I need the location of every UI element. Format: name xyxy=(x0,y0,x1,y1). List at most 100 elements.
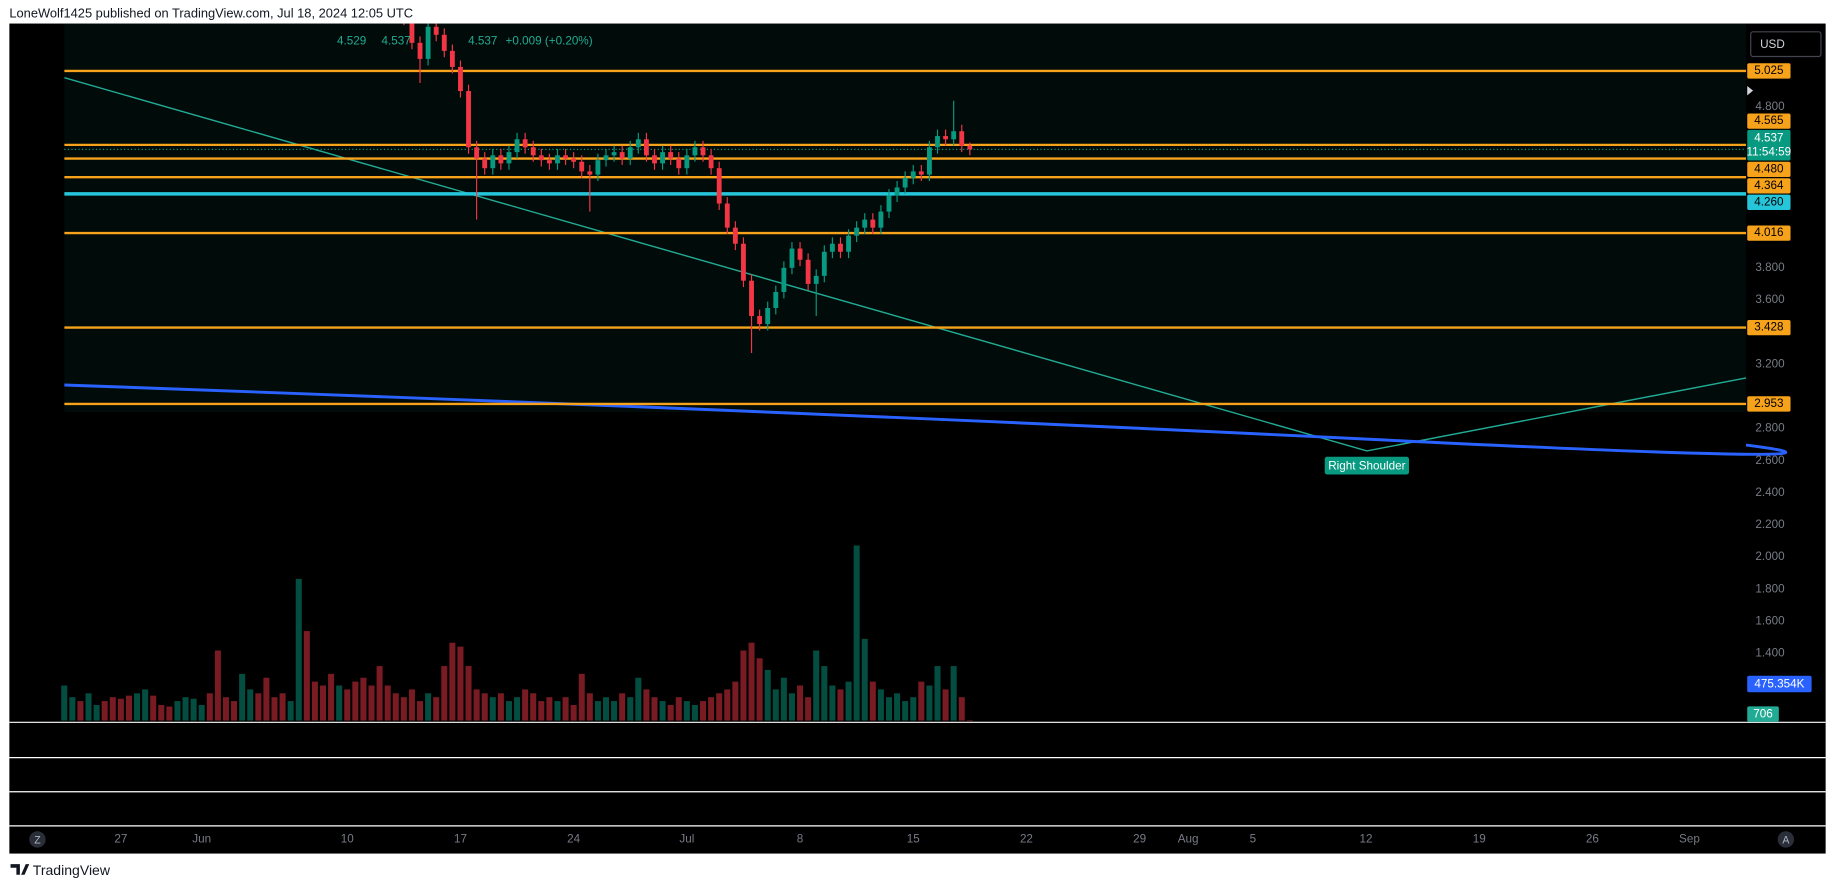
volume-bar xyxy=(182,697,189,721)
candle-body xyxy=(611,152,617,156)
volume-bar xyxy=(764,669,771,721)
volume-bar xyxy=(206,693,213,721)
volume-bar xyxy=(222,697,229,721)
candle-body xyxy=(417,42,423,59)
candle-body xyxy=(716,168,722,204)
price-tag xyxy=(1747,225,1791,241)
candle-body xyxy=(385,0,390,3)
candle-body xyxy=(773,291,779,309)
volume-bar xyxy=(497,693,504,721)
candle-body xyxy=(765,308,771,325)
volume-bar xyxy=(457,646,464,721)
volume-bar xyxy=(166,706,173,721)
candle-body xyxy=(813,275,819,284)
candle-body xyxy=(724,203,730,228)
volume-bar xyxy=(287,701,294,721)
volume-bar xyxy=(408,689,415,721)
candle-body xyxy=(732,227,738,244)
moving-average xyxy=(64,383,1788,456)
legend-change: +0.009 (+0.20%) xyxy=(506,34,593,47)
volume-bar xyxy=(586,693,593,721)
legend-value: 4.537 xyxy=(468,34,497,47)
y-tick-label: 2.200 xyxy=(1755,518,1785,531)
zoom-button[interactable] xyxy=(29,831,46,848)
candle-body xyxy=(870,219,876,228)
y-tick-label: 3.800 xyxy=(1755,261,1785,274)
volume-bar xyxy=(950,666,957,721)
candle-body xyxy=(862,219,868,228)
currency[interactable]: USD xyxy=(1760,38,1785,51)
candle-body xyxy=(514,139,520,153)
price-tag-label: 4.537 xyxy=(1754,131,1783,144)
volume-bar xyxy=(594,701,601,721)
x-tick-label: 12 xyxy=(1360,833,1373,846)
price-tag-label: 5.025 xyxy=(1754,64,1784,77)
candle-body xyxy=(757,316,763,325)
price-tag-label: 4.364 xyxy=(1754,179,1784,192)
y-tick-label: 1.400 xyxy=(1755,647,1785,660)
volume-bar xyxy=(449,642,456,721)
price-tag-label: 2.953 xyxy=(1754,397,1783,410)
candle-body xyxy=(838,243,843,252)
y-tick-label: 1.600 xyxy=(1755,614,1785,627)
volume-bar xyxy=(174,701,181,721)
candle-body xyxy=(854,227,860,236)
candle-body xyxy=(700,147,706,156)
y-tick-label: 4.800 xyxy=(1755,100,1785,113)
volume-bar xyxy=(303,631,310,721)
volume-bar xyxy=(473,689,480,721)
annotation: Right Shoulder xyxy=(1328,459,1405,472)
y-tick-label: 3.200 xyxy=(1755,357,1785,370)
candle-body xyxy=(466,91,471,148)
candle-body xyxy=(829,243,835,252)
price-tag xyxy=(1747,113,1791,129)
candle-body xyxy=(619,152,625,159)
volume-bar xyxy=(837,689,844,721)
volume-bar xyxy=(231,701,238,721)
scroll-arrow[interactable] xyxy=(1747,85,1754,96)
candle-body xyxy=(530,147,536,156)
volume-bar xyxy=(918,681,925,721)
volume-bar xyxy=(772,689,779,721)
candle-body xyxy=(522,139,528,148)
volume-bar xyxy=(239,673,246,721)
x-tick-label: Jul xyxy=(679,833,694,846)
volume-bar xyxy=(869,681,876,721)
volume-bar xyxy=(611,701,618,721)
price-tag-label: 4.565 xyxy=(1754,114,1784,127)
candles xyxy=(385,0,973,354)
volume-bar xyxy=(505,701,512,721)
volume-bar xyxy=(425,693,432,721)
candle-body xyxy=(490,155,496,169)
candle-body xyxy=(660,152,666,164)
y-tick-label: 2.600 xyxy=(1755,454,1785,467)
volume-bar xyxy=(158,704,165,721)
volume-bar xyxy=(910,697,917,721)
volume-tag xyxy=(1747,706,1779,722)
candle-body xyxy=(409,23,415,43)
volume-bar xyxy=(319,685,327,721)
volume-bar xyxy=(417,701,424,721)
zoom-label[interactable]: Z xyxy=(34,834,41,846)
y-tick-label: 3.600 xyxy=(1755,293,1785,306)
candle-body xyxy=(627,147,633,159)
auto-label[interactable]: A xyxy=(1782,834,1790,846)
volume-bar xyxy=(400,697,407,721)
volume-bar xyxy=(805,697,812,721)
volume-bar xyxy=(700,701,707,721)
volume-bar xyxy=(271,697,278,721)
footer-logo: TradingView xyxy=(10,862,111,878)
volume-ma-label: 475.354K xyxy=(1754,678,1804,691)
price-tag xyxy=(1747,194,1791,210)
currency-button[interactable] xyxy=(1750,31,1822,58)
volume-bar xyxy=(643,689,650,721)
volume-bar xyxy=(853,545,860,721)
auto-button[interactable] xyxy=(1777,831,1795,848)
volume-bar xyxy=(667,704,674,721)
volume-bar xyxy=(255,693,262,721)
volume-bar xyxy=(562,697,569,721)
y-tick-label: 2.800 xyxy=(1755,422,1785,435)
volume-bar xyxy=(627,697,634,721)
legend-value: 4.537 xyxy=(382,34,411,47)
